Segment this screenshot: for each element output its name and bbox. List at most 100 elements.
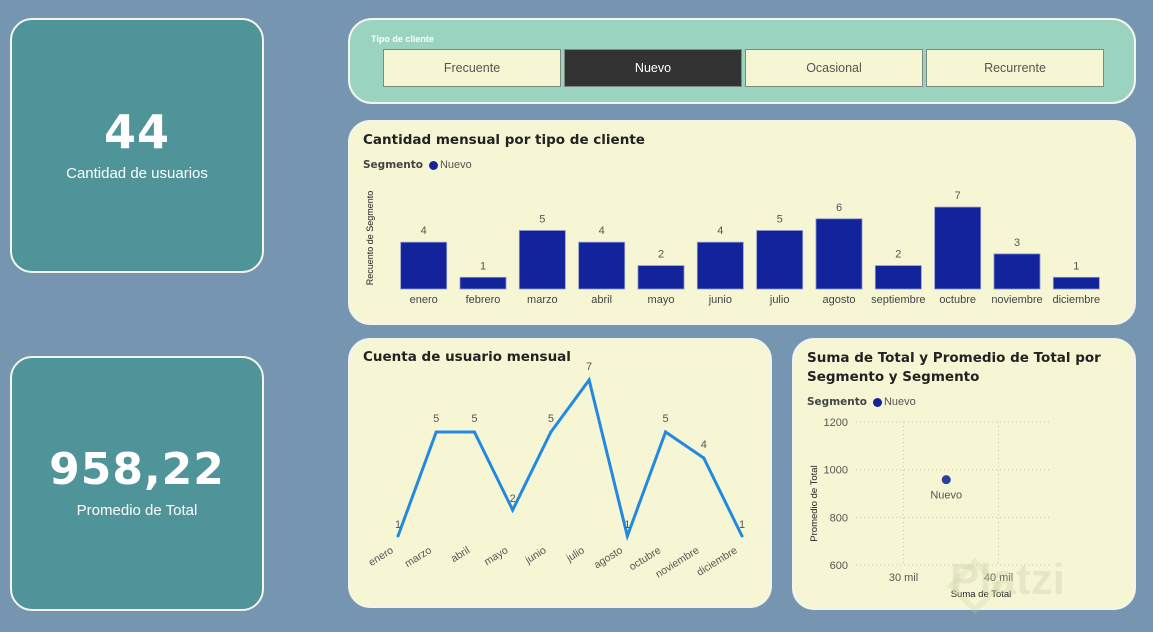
x-tick-label: julio — [564, 544, 587, 565]
data-label: 1 — [739, 519, 745, 531]
line-point — [511, 508, 515, 512]
total-scatter-chart: Suma de Total y Promedio de Total por Se… — [792, 338, 1136, 610]
data-label: 7 — [586, 361, 592, 373]
x-tick-label: febrero — [466, 294, 501, 306]
data-label: 1 — [624, 519, 630, 531]
kpi-card-average-total: 958,22 Promedio de Total — [10, 356, 264, 611]
bar — [1052, 276, 1100, 290]
y-tick-label: 800 — [830, 512, 848, 524]
data-label: 4 — [421, 225, 427, 237]
chart-title: Cuenta de usuario mensual — [363, 349, 571, 365]
data-label: 1 — [395, 519, 401, 531]
x-tick-label: diciembre — [695, 544, 740, 578]
x-tick-label: agosto — [592, 544, 625, 571]
data-label: 5 — [662, 413, 668, 425]
slicer-options: Frecuente Nuevo Ocasional Recurrente — [383, 49, 1107, 87]
bar — [993, 253, 1041, 290]
slicer-option-frecuente[interactable]: Frecuente — [383, 49, 561, 87]
y-axis-label: Recuento de Segmento — [365, 191, 375, 286]
monthly-count-bar-chart: Cantidad mensual por tipo de cliente Seg… — [348, 120, 1136, 325]
monthly-user-line-chart: Cuenta de usuario mensual 1 enero 5 marzo 5 a… — [348, 338, 772, 608]
bar-chart-svg: Recuento de Segmento 4 enero 1 febrero 5 marzo… — [365, 190, 1100, 306]
x-tick-label: 30 mil — [889, 572, 918, 584]
x-tick-label: octubre — [939, 294, 976, 306]
chart-title-line1: Suma de Total y Promedio de Total por — [807, 350, 1101, 366]
data-label: 2 — [510, 493, 516, 505]
legend-item[interactable]: Nuevo — [439, 159, 472, 171]
legend-title: Segmento — [363, 159, 423, 171]
line-series — [396, 376, 744, 542]
point-label: Nuevo — [930, 490, 962, 502]
line-point — [396, 534, 400, 538]
legend-dot-icon — [872, 397, 882, 407]
y-tick-label: 1000 — [824, 465, 848, 477]
line-point — [472, 430, 476, 434]
slicer-title: Tipo de cliente — [371, 34, 434, 44]
kpi-label: Cantidad de usuarios — [66, 165, 208, 182]
bar — [518, 230, 566, 290]
line-point — [740, 534, 744, 538]
kpi-value: 44 — [103, 105, 170, 159]
x-tick-label: enero — [410, 294, 438, 306]
data-label: 2 — [658, 249, 664, 261]
bar — [756, 230, 804, 290]
kpi-label: Promedio de Total — [76, 502, 198, 519]
chart-title-line2: Segmento y Segmento — [807, 369, 980, 385]
line-point — [702, 456, 706, 460]
x-tick-label: junio — [522, 544, 548, 567]
data-label: 1 — [1073, 260, 1079, 272]
data-label: 5 — [471, 413, 477, 425]
line-point — [434, 430, 438, 434]
x-tick-label: enero — [366, 544, 395, 568]
bar — [874, 265, 922, 290]
kpi-card-user-count: 44 Cantidad de usuarios — [10, 18, 264, 273]
scatter-chart-svg: 600 800 1000 1200 30 mil 40 mil Suma de Total P… — [809, 417, 1051, 600]
x-tick-label: abril — [449, 544, 472, 565]
kpi-value: 958,22 — [49, 444, 225, 495]
line-point — [664, 430, 668, 434]
x-axis-label: Suma de Total — [951, 589, 1012, 600]
line-chart-svg: 1 enero 5 marzo 5 abril 2 mayo 5 junio 7 julio 1 agos… — [366, 361, 745, 581]
client-type-slicer: Tipo de cliente Frecuente Nuevo Ocasiona… — [348, 18, 1136, 104]
y-axis-label: Promedio de Total — [809, 465, 820, 541]
x-tick-label: noviembre — [653, 544, 701, 580]
x-tick-label: marzo — [403, 544, 434, 570]
data-label: 4 — [599, 225, 605, 237]
data-label: 5 — [433, 413, 439, 425]
slicer-option-recurrente[interactable]: Recurrente — [926, 49, 1104, 87]
bar — [400, 241, 448, 290]
x-tick-label: abril — [591, 294, 612, 306]
x-tick-label: mayo — [648, 294, 675, 306]
chart-title: Cantidad mensual por tipo de cliente — [363, 132, 645, 148]
x-tick-label: julio — [769, 294, 790, 306]
x-tick-label: noviembre — [991, 294, 1042, 306]
legend-title: Segmento — [807, 396, 867, 408]
data-label: 2 — [895, 249, 901, 261]
line-point — [625, 534, 629, 538]
line-point — [587, 378, 591, 382]
chart-title: Suma de Total y Promedio de Total por Se… — [807, 349, 1101, 387]
x-tick-label: marzo — [527, 294, 558, 306]
data-label: 5 — [777, 214, 783, 226]
data-label: 5 — [539, 214, 545, 226]
x-tick-label: diciembre — [1052, 294, 1100, 306]
x-tick-label: septiembre — [871, 294, 925, 306]
legend-dot-icon — [428, 160, 438, 170]
bar — [696, 241, 744, 290]
data-label: 5 — [548, 413, 554, 425]
bar — [815, 218, 863, 290]
y-tick-label: 1200 — [824, 417, 848, 429]
data-label: 3 — [1014, 237, 1020, 249]
slicer-option-ocasional[interactable]: Ocasional — [745, 49, 923, 87]
scatter-point — [941, 475, 951, 485]
bar — [578, 241, 626, 290]
bar — [459, 276, 507, 290]
chart-legend: Segmento Nuevo — [807, 396, 916, 408]
data-label: 1 — [480, 260, 486, 272]
bar — [637, 265, 685, 290]
x-tick-label: agosto — [822, 294, 855, 306]
data-label: 7 — [955, 190, 961, 202]
slicer-option-nuevo[interactable]: Nuevo — [564, 49, 742, 87]
data-label: 6 — [836, 202, 842, 214]
legend-item[interactable]: Nuevo — [883, 396, 916, 408]
